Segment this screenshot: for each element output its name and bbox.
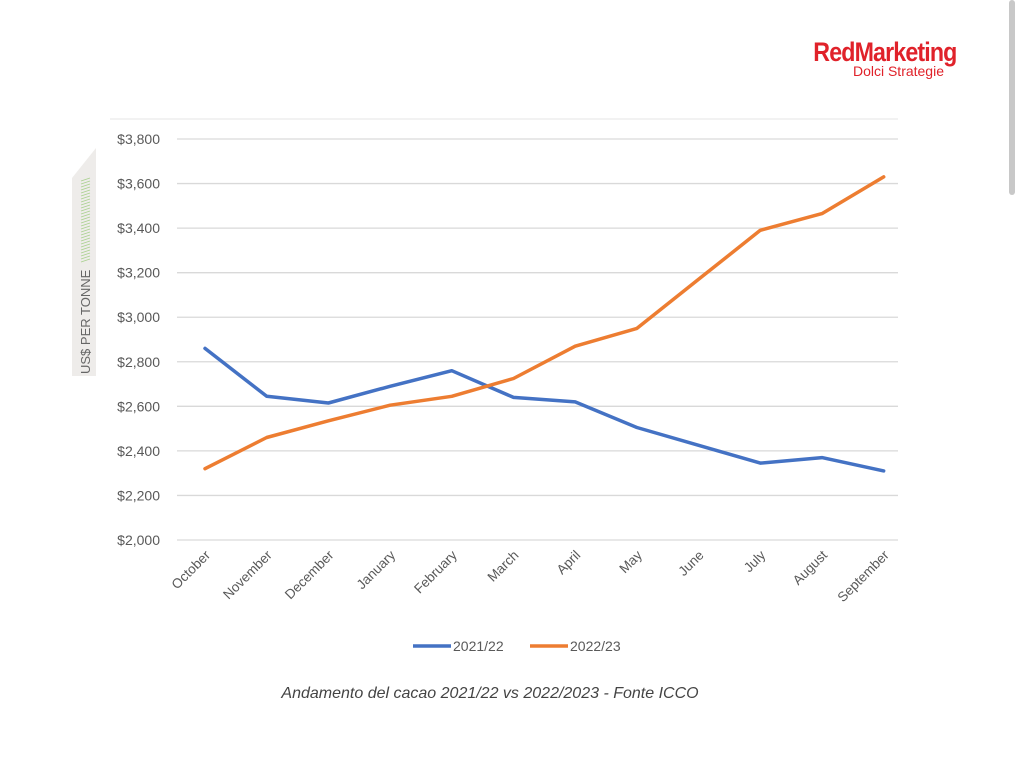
hatch-mark [80, 243, 91, 248]
hatch-mark [80, 198, 91, 203]
x-tick-label: February [411, 547, 460, 596]
hatch-mark [80, 246, 91, 251]
y-tick-label: $2,200 [117, 487, 160, 503]
hatch-mark [80, 258, 91, 263]
y-tick-label: $2,800 [117, 354, 160, 370]
hatch-mark [80, 180, 91, 185]
y-tick-label: $2,400 [117, 443, 160, 459]
x-tick-label: April [554, 548, 584, 578]
line-chart: US$ PER TONNE $2,000$2,200$2,400$2,600$2… [72, 118, 898, 654]
y-tick-label: $2,000 [117, 532, 160, 548]
x-tick-label: July [741, 547, 769, 575]
hatch-mark [80, 204, 91, 209]
series-line-2022-23 [203, 175, 886, 471]
legend-label: 2021/22 [453, 638, 504, 654]
hatch-mark [80, 189, 91, 194]
y-tick-label: $3,800 [117, 131, 160, 147]
x-tick-label: December [282, 547, 337, 602]
hatch-mark [80, 201, 91, 206]
y-tick-labels: $2,000 $2,200 $2,400 $2,600 $2,800 $3,000 $3,2… [117, 131, 160, 548]
logo-tagline: Dolci Strategie [852, 63, 944, 79]
gridlines [110, 118, 898, 541]
hatch-mark [80, 222, 91, 227]
logo-brand-name: RedMarketing [813, 37, 957, 67]
legend-label: 2022/23 [570, 638, 621, 654]
y-tick-label: $3,400 [117, 220, 160, 236]
x-tick-label: June [675, 548, 706, 579]
y-tick-label: $3,000 [117, 309, 160, 325]
hatch-mark [80, 177, 91, 182]
hatch-mark [80, 237, 91, 242]
hatch-mark [80, 210, 91, 215]
hatch-mark [80, 186, 91, 191]
hatch-mark [80, 195, 91, 200]
hatch-mark [80, 192, 91, 197]
series-line-2021-22 [203, 346, 886, 473]
hatch-mark [80, 231, 91, 236]
hatch-mark [80, 255, 91, 260]
hatch-mark [80, 234, 91, 239]
y-axis-banner-hatch [80, 177, 91, 263]
hatch-mark [80, 240, 91, 245]
hatch-mark [80, 213, 91, 218]
y-axis-title-banner: US$ PER TONNE [72, 148, 96, 376]
hatch-mark [80, 183, 91, 188]
brand-logo: RedMarketing Dolci Strategie [792, 37, 957, 79]
y-axis-title: US$ PER TONNE [78, 269, 93, 374]
hatch-mark [80, 207, 91, 212]
y-tick-label: $2,600 [117, 398, 160, 414]
x-tick-label: September [835, 547, 893, 605]
x-tick-label: October [169, 547, 214, 592]
x-tick-label: March [484, 548, 521, 585]
x-tick-label: January [354, 547, 399, 592]
hatch-mark [80, 219, 91, 224]
y-tick-label: $3,600 [117, 176, 160, 192]
hatch-mark [80, 225, 91, 230]
x-tick-label: August [790, 547, 831, 588]
hatch-mark [80, 252, 91, 257]
legend: 2021/22 2022/23 [413, 638, 621, 654]
x-tick-label: November [220, 547, 275, 602]
hatch-mark [80, 216, 91, 221]
x-tick-label: May [616, 547, 645, 576]
series-lines [203, 175, 886, 473]
hatch-mark [80, 228, 91, 233]
y-tick-label: $3,200 [117, 265, 160, 281]
vertical-scrollbar[interactable] [1009, 0, 1015, 195]
chart-caption: Andamento del cacao 2021/22 vs 2022/2023… [281, 685, 699, 702]
hatch-mark [80, 249, 91, 254]
x-tick-labels: October November December January February Ma… [169, 547, 893, 605]
